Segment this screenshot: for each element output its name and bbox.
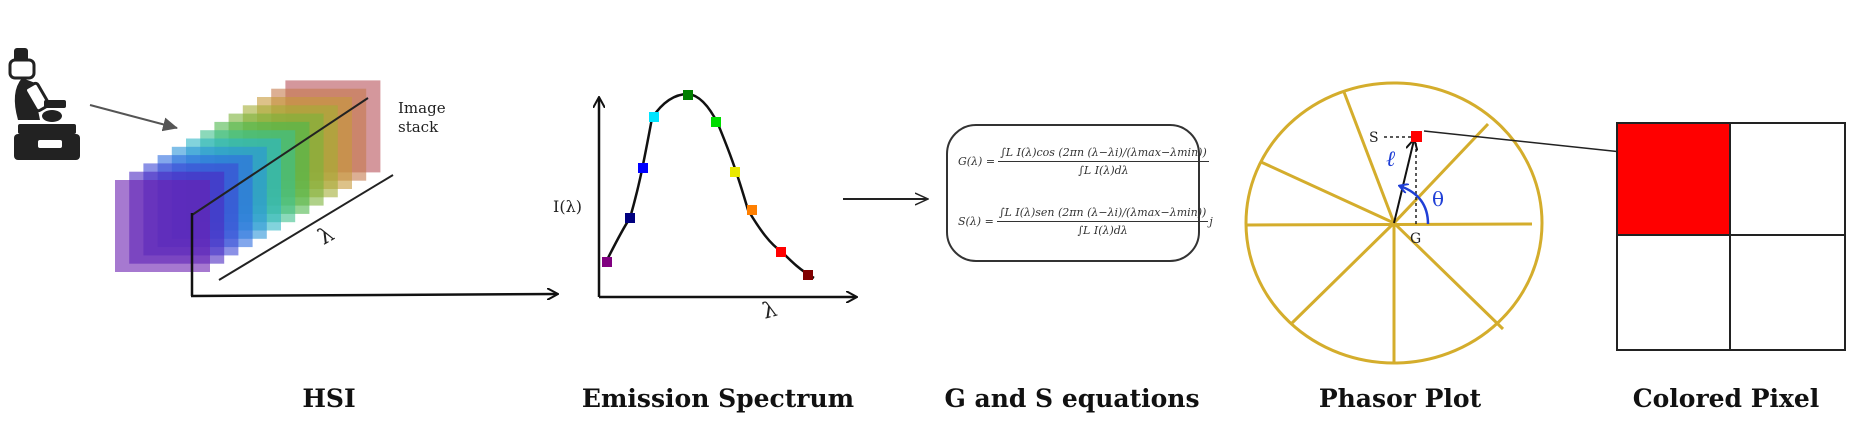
caption-emission-spectrum: Emission Spectrum [581,384,855,413]
phasor-spoke [1392,221,1505,331]
colored-pixel [1617,123,1730,235]
phasor-spoke [1289,221,1396,326]
hsi-stack-axis [191,97,369,216]
s-equation-lhs: S(λ) = [958,215,994,228]
spectrum-point [776,247,786,257]
phasor-plot: S G ℓ θ [1244,81,1544,365]
caption-phasor-plot: Phasor Plot [1318,384,1482,413]
spectrum-point [638,163,648,173]
g-equation-fraction: ∫L I(λ)cos (2πn (λ−λi)/(λmax−λmin)) ∫L I… [998,146,1209,177]
phasor-vector [1393,140,1414,224]
hsi-x-axis [190,294,557,296]
s-equation-fraction: ∫L I(λ)sen (2πn (λ−λi)/(λmax−λmin)) ∫L I… [996,206,1209,237]
spectrum-points [602,90,813,280]
s-equation-denominator: ∫L I(λ)dλ [1077,224,1128,237]
spectrum-point [803,270,813,280]
phasor-theta-label: θ [1432,187,1444,211]
spectrum-point [625,213,635,223]
phasor-spoke [1245,222,1533,227]
s-equation: S(λ) = ∫L I(λ)sen (2πn (λ−λi)/(λmax−λmin… [958,206,1213,237]
s-equation-tail: j [1209,215,1213,228]
spectrum-point [730,167,740,177]
pixel-grid [1616,122,1846,351]
hsi-lambda-label: λ [314,222,339,251]
stack-label-line1: Image [398,99,446,117]
spectrum-curve [604,92,815,280]
phasor-rho-label: ℓ [1386,147,1396,172]
microscope-arrow [89,104,178,132]
stack-label-line2: stack [398,118,439,136]
s-equation-numerator: ∫L I(λ)sen (2πn (λ−λi)/(λmax−λmin)) [996,206,1209,222]
caption-colored-pixel: Colored Pixel [1632,384,1820,413]
image-stack [115,80,381,272]
caption-hsi: HSI [302,384,356,413]
equations-box: G(λ) = ∫L I(λ)cos (2πn (λ−λi)/(λmax−λmin… [946,124,1213,262]
phasor-theta-arc [1400,186,1430,225]
hsi-lambda-axis [218,174,394,281]
spectrum-point [747,205,757,215]
stack-layer [115,180,210,272]
phasor-spoke [1392,122,1490,225]
spectrum-point [683,90,693,100]
phasor-g-label: G [1410,231,1421,247]
g-equation-numerator: ∫L I(λ)cos (2πn (λ−λi)/(λmax−λmin)) [998,146,1209,162]
spectrum-xlabel: λ [760,297,780,325]
g-equation: G(λ) = ∫L I(λ)cos (2πn (λ−λi)/(λmax−λmin… [958,146,1209,177]
phasor-s-label: S [1369,130,1379,146]
phasor-spoke [1342,91,1396,224]
spectrum-point [602,257,612,267]
spectrum-point [711,117,721,127]
spectrum-point [649,112,659,122]
pixel-arrow [1423,130,1650,155]
spectrum-ylabel: I(λ) [553,197,582,216]
microscope-icon [8,48,80,160]
g-equation-lhs: G(λ) = [958,155,996,168]
phasor-marker [1411,131,1422,142]
g-equation-denominator: ∫L I(λ)dλ [1078,164,1129,177]
phasor-spoke [1260,160,1395,225]
caption-g-s-equations: G and S equations [944,384,1200,413]
